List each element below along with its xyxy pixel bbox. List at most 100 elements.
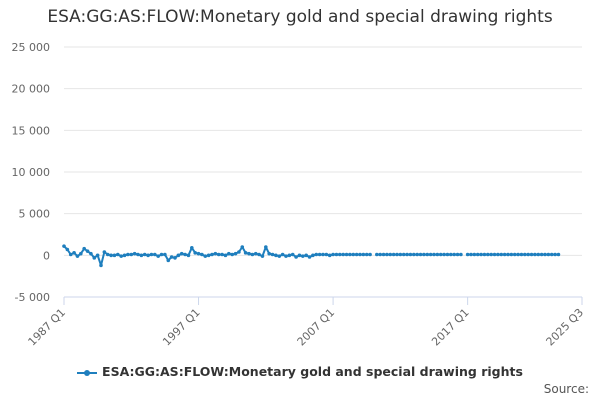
y-tick-label: -5 000	[15, 291, 50, 304]
series-point	[449, 252, 453, 257]
series-point	[196, 251, 201, 256]
series-point	[489, 252, 493, 257]
series-point	[109, 253, 113, 258]
series-point	[95, 253, 100, 258]
legend-swatch	[77, 369, 98, 376]
legend-label: ESA:GG:AS:FLOW:Monetary gold and special…	[102, 364, 523, 379]
series-point	[132, 251, 137, 256]
series-point	[438, 252, 443, 257]
series-point	[519, 252, 524, 257]
series-point	[307, 255, 312, 259]
series-point	[166, 258, 171, 263]
series-point	[243, 251, 248, 255]
series-point	[146, 253, 150, 258]
series-point	[368, 252, 372, 257]
series-point	[122, 253, 127, 258]
series-point	[311, 253, 315, 258]
series-point	[290, 252, 295, 257]
series-point	[381, 252, 386, 257]
series-point	[412, 252, 416, 257]
series-point	[227, 251, 231, 256]
x-tick-label: 1997 Q1	[160, 306, 203, 349]
series-point	[516, 252, 520, 257]
series-point	[364, 252, 369, 257]
series-point	[492, 252, 497, 257]
series-point	[385, 252, 389, 257]
series-point	[200, 252, 204, 257]
series-point	[327, 253, 332, 258]
series-point	[435, 252, 440, 257]
series-point	[82, 246, 86, 251]
series-point	[354, 252, 359, 257]
series-point	[324, 252, 329, 257]
series-point	[105, 252, 110, 257]
series-point	[253, 251, 258, 256]
series-point	[506, 252, 510, 257]
series-point	[361, 252, 366, 257]
series-layer	[62, 244, 561, 268]
series-point	[102, 250, 107, 254]
series-point	[193, 251, 197, 255]
series-point	[220, 252, 224, 257]
series-point	[233, 251, 238, 256]
series-point	[523, 252, 527, 257]
series-point	[341, 252, 345, 257]
series-point	[92, 256, 97, 260]
y-tick-label: 10 000	[12, 166, 51, 179]
series-point	[358, 252, 362, 257]
series-point	[264, 245, 268, 249]
source-label: Source:	[543, 382, 589, 396]
y-tick-label: 20 000	[12, 83, 51, 96]
series-point	[190, 246, 194, 250]
series-point	[536, 252, 541, 257]
series-point	[388, 252, 393, 257]
series-point	[553, 252, 557, 257]
series-point	[213, 251, 218, 256]
series-point	[529, 252, 534, 257]
y-tick-label: 0	[43, 249, 50, 262]
series-point	[149, 252, 154, 257]
series-point	[556, 252, 561, 257]
series-point	[260, 254, 265, 258]
series-point	[237, 250, 241, 254]
x-tick-label: 2017 Q1	[429, 306, 472, 349]
series-point	[486, 252, 490, 257]
series-point	[62, 244, 66, 248]
series-point	[351, 252, 356, 257]
series-point	[223, 253, 228, 258]
series-point	[142, 252, 147, 257]
series-point	[139, 253, 144, 258]
series-point	[543, 252, 547, 257]
series-point	[129, 252, 134, 257]
series-point	[277, 254, 282, 258]
x-tick-label: 1987 Q1	[26, 306, 69, 349]
series-point	[512, 252, 517, 257]
series-point	[216, 252, 221, 257]
series-point	[334, 252, 339, 257]
series-point	[502, 252, 507, 257]
series-point	[479, 252, 483, 257]
series-point	[294, 255, 298, 259]
series-point	[267, 251, 271, 256]
series-point	[203, 254, 208, 258]
series-point	[126, 252, 130, 257]
series-point	[465, 252, 470, 257]
series-point	[169, 255, 174, 259]
series-point	[321, 252, 325, 257]
series-point	[475, 252, 480, 257]
series-point	[136, 252, 140, 257]
series-point	[274, 253, 278, 258]
series-point	[210, 252, 214, 257]
series-point	[240, 245, 245, 249]
series-point	[391, 252, 396, 257]
series-point	[163, 252, 167, 257]
series-point	[539, 252, 544, 257]
series-point	[112, 253, 117, 258]
series-point	[153, 252, 157, 257]
series-point	[422, 252, 426, 257]
legend[interactable]: ESA:GG:AS:FLOW:Monetary gold and special…	[0, 364, 600, 379]
series-point	[432, 252, 436, 257]
series-point	[338, 252, 342, 257]
series-point	[428, 252, 433, 257]
series-point	[533, 252, 537, 257]
